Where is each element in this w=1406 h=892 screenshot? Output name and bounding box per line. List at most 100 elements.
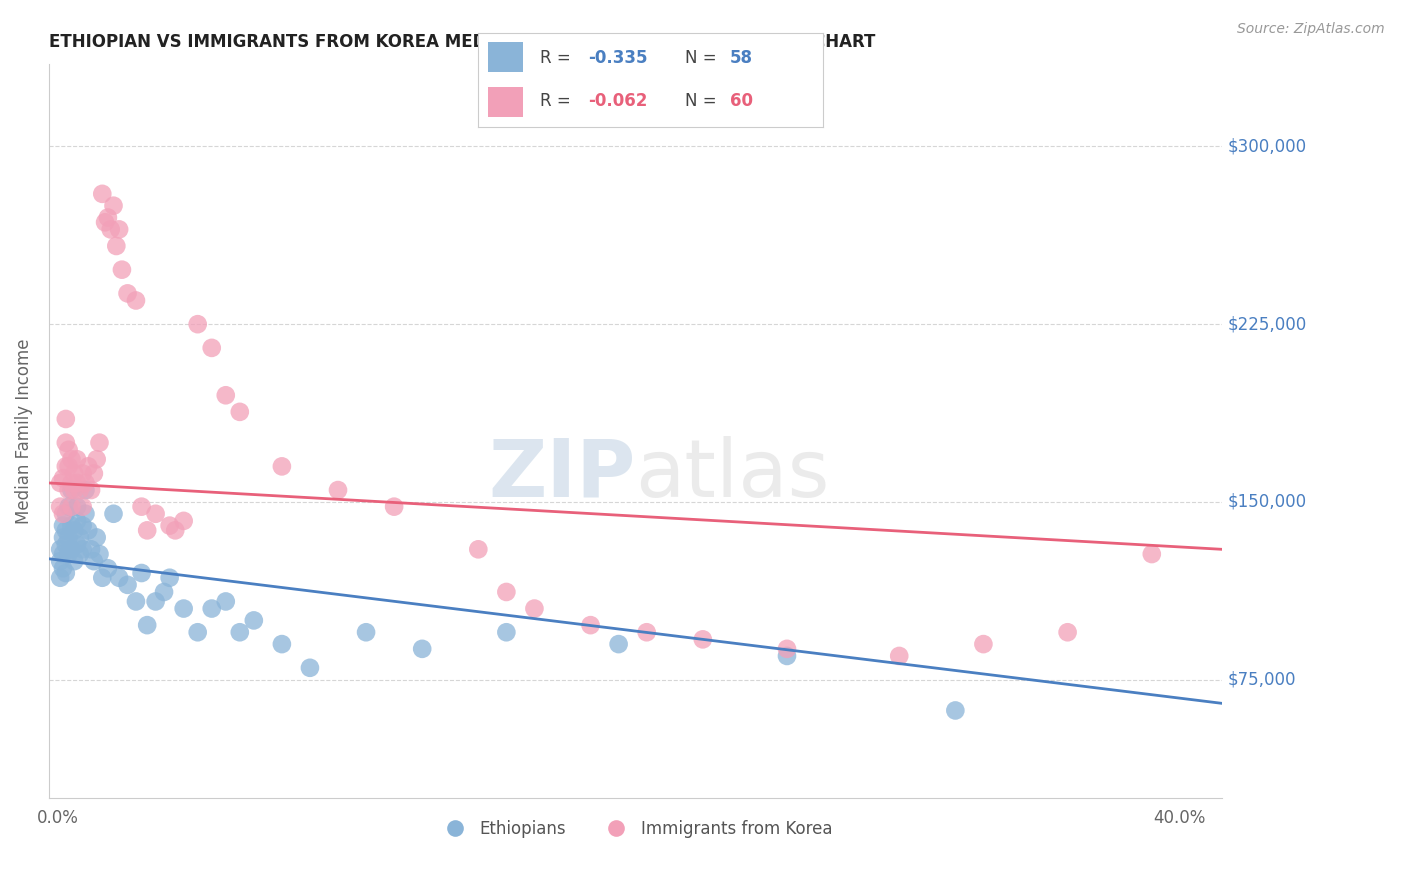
Legend: Ethiopians, Immigrants from Korea: Ethiopians, Immigrants from Korea	[432, 814, 839, 845]
Point	[467, 542, 489, 557]
Text: $75,000: $75,000	[1227, 671, 1296, 689]
Point	[136, 618, 159, 632]
Point	[103, 199, 125, 213]
Point	[159, 571, 181, 585]
Point	[889, 648, 911, 663]
Point	[66, 452, 89, 467]
Bar	[488, 42, 523, 72]
Point	[49, 571, 72, 585]
Point	[75, 475, 97, 490]
Point	[55, 524, 77, 538]
Point	[298, 661, 321, 675]
Point	[55, 459, 77, 474]
Point	[1056, 625, 1078, 640]
Point	[131, 500, 153, 514]
Point	[111, 262, 134, 277]
Point	[55, 566, 77, 580]
Point	[66, 475, 89, 490]
Point	[77, 459, 100, 474]
Point	[145, 507, 167, 521]
Point	[173, 514, 195, 528]
Point	[55, 412, 77, 426]
Point	[83, 554, 105, 568]
Point	[49, 500, 72, 514]
Point	[776, 641, 799, 656]
Point	[97, 561, 120, 575]
Point	[607, 637, 630, 651]
Point	[382, 500, 405, 514]
Text: $225,000: $225,000	[1227, 315, 1308, 334]
Point	[72, 500, 94, 514]
Point	[215, 388, 238, 402]
Point	[270, 459, 292, 474]
Point	[495, 625, 517, 640]
Point	[91, 186, 114, 201]
Point	[91, 571, 114, 585]
Point	[201, 341, 224, 355]
Point	[49, 542, 72, 557]
Point	[1140, 547, 1163, 561]
Point	[60, 542, 83, 557]
Point	[72, 518, 94, 533]
Point	[80, 483, 103, 497]
Point	[58, 483, 80, 497]
Point	[69, 531, 91, 545]
Point	[63, 524, 86, 538]
Point	[943, 703, 966, 717]
Point	[58, 500, 80, 514]
Point	[187, 317, 209, 331]
Point	[326, 483, 349, 497]
Text: R =: R =	[540, 93, 576, 111]
Point	[229, 405, 252, 419]
Point	[94, 215, 117, 229]
Point	[117, 286, 139, 301]
Text: ETHIOPIAN VS IMMIGRANTS FROM KOREA MEDIAN FAMILY INCOME CORRELATION CHART: ETHIOPIAN VS IMMIGRANTS FROM KOREA MEDIA…	[49, 33, 876, 51]
Point	[136, 524, 159, 538]
Point	[972, 637, 994, 651]
Point	[108, 222, 131, 236]
Point	[58, 442, 80, 457]
Text: ZIP: ZIP	[488, 436, 636, 514]
Point	[52, 561, 75, 575]
Point	[229, 625, 252, 640]
Bar	[488, 87, 523, 118]
Point	[97, 211, 120, 225]
Point	[86, 531, 108, 545]
Point	[52, 518, 75, 533]
Point	[72, 542, 94, 557]
Point	[75, 483, 97, 497]
Point	[125, 594, 148, 608]
Point	[52, 531, 75, 545]
Point	[66, 514, 89, 528]
Point	[187, 625, 209, 640]
Point	[75, 507, 97, 521]
Text: $300,000: $300,000	[1227, 137, 1308, 155]
Point	[411, 641, 433, 656]
Point	[173, 601, 195, 615]
Point	[58, 531, 80, 545]
Text: $150,000: $150,000	[1227, 493, 1308, 511]
Point	[63, 483, 86, 497]
Point	[117, 578, 139, 592]
Point	[165, 524, 187, 538]
Point	[579, 618, 602, 632]
Point	[49, 554, 72, 568]
Point	[55, 435, 77, 450]
Point	[523, 601, 546, 615]
Text: Source: ZipAtlas.com: Source: ZipAtlas.com	[1237, 22, 1385, 37]
Point	[776, 648, 799, 663]
Point	[60, 483, 83, 497]
Point	[60, 452, 83, 467]
Text: 60: 60	[730, 93, 752, 111]
Y-axis label: Median Family Income: Median Family Income	[15, 338, 32, 524]
Point	[77, 524, 100, 538]
Point	[52, 547, 75, 561]
Point	[103, 507, 125, 521]
Point	[159, 518, 181, 533]
Point	[125, 293, 148, 308]
Point	[63, 554, 86, 568]
Text: atlas: atlas	[636, 436, 830, 514]
Point	[100, 222, 122, 236]
Text: -0.062: -0.062	[588, 93, 648, 111]
Point	[52, 471, 75, 485]
